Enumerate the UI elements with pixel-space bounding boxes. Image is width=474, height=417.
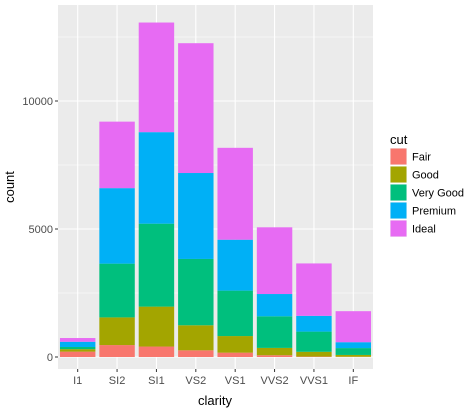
bar-segment-vs2-good bbox=[178, 325, 213, 350]
legend-swatch-premium bbox=[391, 203, 407, 219]
bar-segment-vvs1-ideal bbox=[296, 263, 331, 315]
legend-label-fair: Fair bbox=[412, 152, 431, 164]
bar-segment-if-very-good bbox=[336, 348, 371, 355]
bar-segment-i1-very-good bbox=[60, 347, 95, 349]
legend-label-very-good: Very Good bbox=[412, 188, 464, 200]
bar-segment-vvs1-very-good bbox=[296, 332, 331, 352]
x-axis-title: clarity bbox=[198, 393, 232, 408]
y-tick-label: 0 bbox=[47, 352, 53, 364]
bar-segment-vs2-premium bbox=[178, 173, 213, 259]
bar-segment-si1-fair bbox=[139, 347, 174, 357]
x-tick-label-vs2: VS2 bbox=[185, 375, 206, 387]
x-tick-label-vvs2: VVS2 bbox=[260, 375, 288, 387]
bar-segment-vvs2-ideal bbox=[257, 227, 292, 294]
bar-segment-vvs2-very-good bbox=[257, 316, 292, 348]
y-tick-label: 10000 bbox=[22, 96, 53, 108]
bar-segment-i1-fair bbox=[60, 352, 95, 357]
legend-label-premium: Premium bbox=[412, 206, 456, 218]
bar-segment-si2-very-good bbox=[99, 264, 134, 318]
legend-label-good: Good bbox=[412, 170, 439, 182]
bar-segment-vvs1-premium bbox=[296, 316, 331, 332]
bar-segment-if-ideal bbox=[336, 311, 371, 342]
y-axis-title: count bbox=[2, 171, 17, 203]
x-tick-label-si2: SI2 bbox=[109, 375, 126, 387]
bar-segment-i1-ideal bbox=[60, 338, 95, 342]
bar-segment-vs1-ideal bbox=[217, 148, 252, 240]
bar-segment-vs2-ideal bbox=[178, 43, 213, 173]
legend-label-ideal: Ideal bbox=[412, 224, 436, 236]
bar-segment-i1-good bbox=[60, 349, 95, 351]
legend-swatch-fair bbox=[391, 149, 407, 165]
y-tick-label: 5000 bbox=[29, 224, 53, 236]
bar-segment-vs2-fair bbox=[178, 350, 213, 357]
bar-segment-vs1-premium bbox=[217, 240, 252, 291]
legend-swatch-good bbox=[391, 167, 407, 183]
bar-segment-vvs2-good bbox=[257, 348, 292, 355]
x-tick-label-vvs1: VVS1 bbox=[300, 375, 328, 387]
bar-segment-if-good bbox=[336, 355, 371, 357]
bar-segment-si1-good bbox=[139, 307, 174, 347]
bar-segment-vvs1-good bbox=[296, 352, 331, 357]
x-tick-label-if: IF bbox=[348, 375, 358, 387]
x-tick-label-vs1: VS1 bbox=[225, 375, 246, 387]
bar-segment-vvs2-fair bbox=[257, 355, 292, 357]
bar-segment-si2-good bbox=[99, 317, 134, 345]
bar-segment-si1-premium bbox=[139, 132, 174, 224]
legend-swatch-very-good bbox=[391, 185, 407, 201]
legend-title: cut bbox=[390, 132, 408, 147]
bar-segment-i1-premium bbox=[60, 342, 95, 347]
legend: cut Fair Good Very Good Premium Ideal bbox=[390, 132, 464, 237]
bar-segment-si1-very-good bbox=[139, 224, 174, 307]
bar-segment-vs1-good bbox=[217, 336, 252, 353]
bar-segment-si2-fair bbox=[99, 345, 134, 357]
bar-segment-vvs2-premium bbox=[257, 294, 292, 316]
legend-swatch-ideal bbox=[391, 221, 407, 237]
bar-segment-vs2-very-good bbox=[178, 259, 213, 325]
bar-segment-si1-ideal bbox=[139, 23, 174, 133]
bar-segment-si2-ideal bbox=[99, 122, 134, 189]
bar-segment-vs1-fair bbox=[217, 353, 252, 357]
bar-segment-si2-premium bbox=[99, 188, 134, 263]
bar-segment-vs1-very-good bbox=[217, 291, 252, 336]
x-tick-label-i1: I1 bbox=[73, 375, 82, 387]
x-tick-label-si1: SI1 bbox=[148, 375, 165, 387]
bar-segment-if-premium bbox=[336, 342, 371, 348]
